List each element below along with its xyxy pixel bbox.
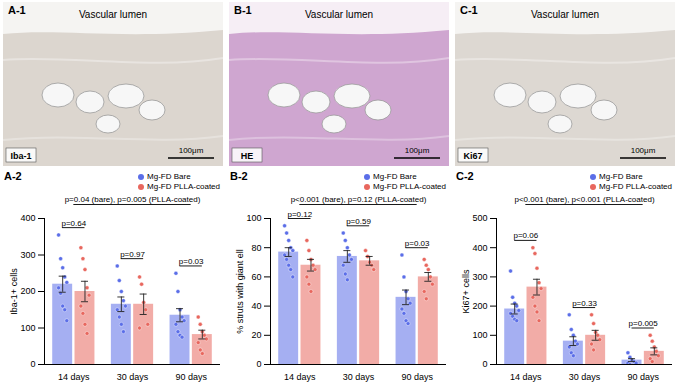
svg-text:Iba-1: Iba-1 (10, 151, 31, 161)
svg-text:p=0.59: p=0.59 (346, 217, 371, 226)
svg-text:100μm: 100μm (405, 146, 430, 155)
svg-text:100μm: 100μm (631, 146, 656, 155)
svg-text:30 days: 30 days (117, 372, 149, 382)
svg-text:HE: HE (241, 151, 254, 161)
svg-text:100: 100 (472, 330, 487, 340)
svg-text:14 days: 14 days (510, 372, 542, 382)
svg-text:0: 0 (256, 359, 261, 369)
svg-text:20: 20 (251, 330, 261, 340)
svg-text:p=0.12: p=0.12 (287, 210, 312, 219)
svg-text:40: 40 (251, 301, 261, 311)
svg-text:300: 300 (472, 272, 487, 282)
svg-text:Ki67: Ki67 (463, 151, 482, 161)
svg-text:90 days: 90 days (401, 372, 433, 382)
html-text:Mg-FD PLLA-coated: Mg-FD PLLA-coated (147, 182, 220, 191)
svg-text:p=0.06: p=0.06 (513, 231, 538, 240)
html-text:C-2: C-2 (456, 170, 474, 182)
html-text:Mg-FD Bare: Mg-FD Bare (373, 172, 417, 181)
svg-text:100: 100 (20, 323, 35, 333)
html-text:Mg-FD PLLA-coated: Mg-FD PLLA-coated (373, 182, 446, 191)
svg-text:90 days: 90 days (627, 372, 659, 382)
svg-text:200: 200 (20, 286, 35, 296)
svg-text:90 days: 90 days (175, 372, 207, 382)
svg-text:14 days: 14 days (58, 372, 90, 382)
svg-text:Vascular lumen: Vascular lumen (305, 9, 373, 20)
svg-text:p=0.33: p=0.33 (572, 299, 597, 308)
svg-text:p=0.005: p=0.005 (629, 319, 659, 328)
html-text:Mg-FD Bare: Mg-FD Bare (599, 172, 643, 181)
svg-text:0: 0 (482, 359, 487, 369)
svg-text:400: 400 (20, 213, 35, 223)
svg-text:p=0.03: p=0.03 (405, 239, 430, 248)
svg-text:% struts with giant ell: % struts with giant ell (235, 249, 245, 334)
html-text:B-2: B-2 (230, 170, 248, 182)
svg-text:60: 60 (251, 272, 261, 282)
svg-text:14 days: 14 days (284, 372, 316, 382)
html-text:Mg-FD Bare: Mg-FD Bare (147, 172, 191, 181)
svg-text:400: 400 (472, 243, 487, 253)
svg-text:Vascular lumen: Vascular lumen (531, 9, 599, 20)
svg-text:500: 500 (472, 213, 487, 223)
svg-text:C-1: C-1 (460, 4, 478, 16)
svg-text:100: 100 (246, 213, 261, 223)
svg-text:Ki67+ cells: Ki67+ cells (461, 269, 471, 313)
html-text:A-2: A-2 (4, 170, 22, 182)
svg-text:Iba-1+ cells: Iba-1+ cells (9, 268, 19, 315)
svg-text:80: 80 (251, 243, 261, 253)
svg-text:B-1: B-1 (234, 4, 252, 16)
svg-text:p=0.64: p=0.64 (61, 219, 86, 228)
svg-text:30 days: 30 days (343, 372, 375, 382)
svg-text:300: 300 (20, 250, 35, 260)
html-text:Mg-FD PLLA-coated: Mg-FD PLLA-coated (599, 182, 672, 191)
svg-text:Vascular lumen: Vascular lumen (79, 9, 147, 20)
svg-text:p=0.03: p=0.03 (179, 257, 204, 266)
svg-text:100μm: 100μm (179, 146, 204, 155)
svg-text:30 days: 30 days (569, 372, 601, 382)
svg-text:p=0.97: p=0.97 (120, 250, 145, 259)
svg-text:p=0.04 (bare), p=0.005 (PLLA-c: p=0.04 (bare), p=0.005 (PLLA-coated) (65, 195, 201, 204)
svg-text:p<0.001 (bare), p<0.001 (PLLA-: p<0.001 (bare), p<0.001 (PLLA-coated) (514, 195, 654, 204)
svg-text:A-1: A-1 (8, 4, 26, 16)
svg-text:0: 0 (30, 359, 35, 369)
svg-text:p<0.001 (bare), p=0.12 (PLLA-c: p<0.001 (bare), p=0.12 (PLLA-coated) (291, 195, 427, 204)
svg-text:200: 200 (472, 301, 487, 311)
